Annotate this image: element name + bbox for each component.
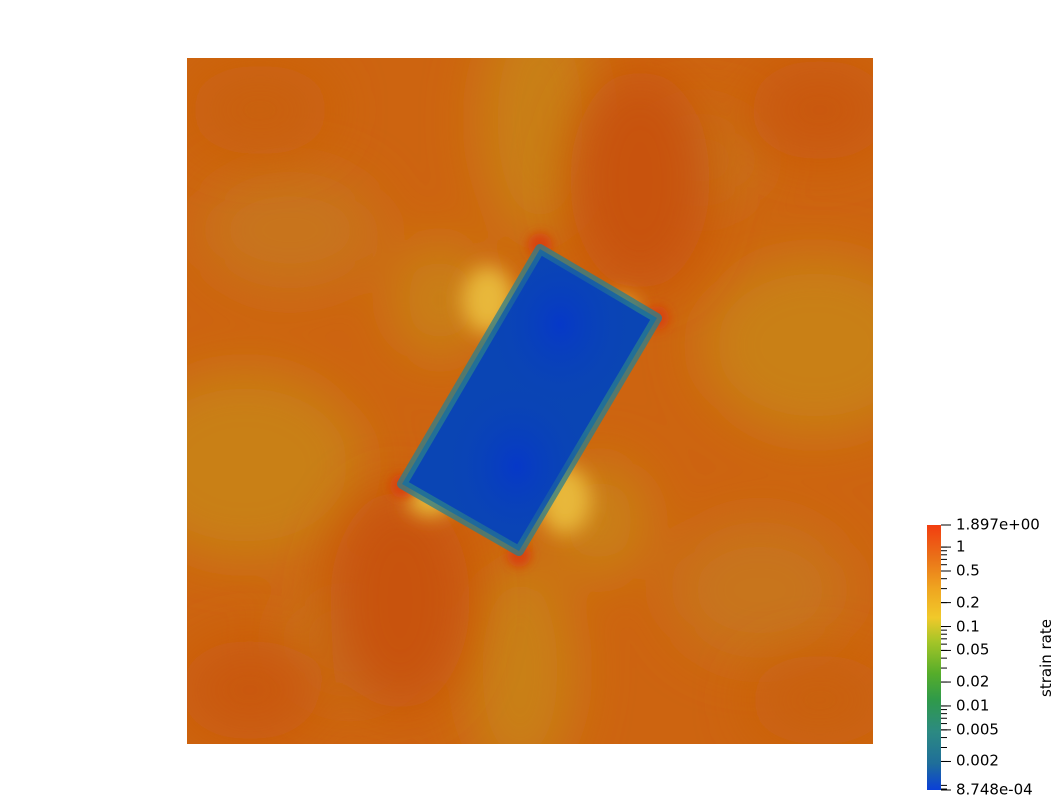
lobes-light [187,58,873,744]
colorbar-tick-label: 0.05 [956,640,990,659]
colorbar-tick-label: 0.005 [956,720,999,739]
colorbar-tick-label: 0.01 [956,696,990,715]
scalar-bar [927,524,951,791]
colorbar [927,525,941,790]
inclusion [397,244,662,556]
colorbar-title: strain rate [1037,619,1055,697]
colorbar-min-label: 8.748e-04 [956,780,1033,799]
domain [187,58,873,744]
colorbar-tick-label: 0.5 [956,561,980,580]
colorbar-tick-label: 0.02 [956,672,990,691]
colorbar-tick-label: 1 [956,537,966,556]
colorbar-tick-label: 0.2 [956,593,980,612]
colorbar-tick-label: 0.1 [956,617,980,636]
colorbar-ticks [941,524,951,791]
colorbar-max-label: 1.897e+00 [956,515,1040,534]
colorbar-tick-label: 0.002 [956,751,999,770]
lobes-dark [187,60,873,744]
